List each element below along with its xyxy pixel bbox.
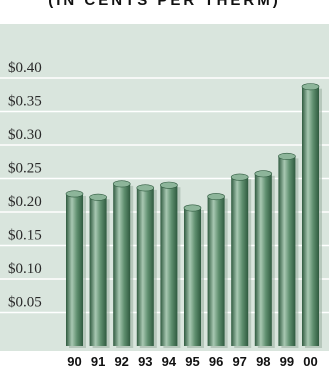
bar-top [160, 181, 178, 189]
bar-top [230, 173, 249, 181]
y-tick-label: $0.25 [8, 161, 42, 177]
x-tick-label: 96 [209, 354, 223, 369]
bar [136, 187, 154, 346]
x-tick-label: 97 [232, 354, 246, 369]
chart-title: (IN CENTS PER THERM) [48, 0, 281, 9]
bar-96 [207, 193, 228, 348]
bar-95 [183, 204, 204, 348]
bar-top [112, 180, 131, 188]
y-tick-label: $0.05 [8, 295, 42, 311]
bar [231, 177, 249, 346]
bar-top [136, 184, 155, 192]
bar [302, 86, 319, 347]
bar-91 [89, 193, 110, 348]
bar-93 [136, 184, 157, 348]
bar [113, 183, 131, 346]
bar-top [207, 193, 225, 201]
bar [160, 185, 178, 346]
y-tick-label: $0.10 [8, 261, 42, 277]
x-tick-label: 90 [67, 354, 81, 369]
bar-00 [301, 83, 322, 349]
x-tick-label: 92 [114, 354, 128, 369]
y-tick-label: $0.40 [8, 60, 42, 76]
bar-top [183, 204, 202, 212]
x-tick-label: 93 [138, 354, 152, 369]
bar [89, 197, 107, 346]
bar-top [254, 170, 273, 178]
bar-94 [160, 181, 181, 348]
x-tick-label: 91 [91, 354, 105, 369]
bar [278, 156, 296, 346]
bar [207, 196, 225, 346]
x-tick-label: 99 [280, 354, 294, 369]
x-tick-label: 95 [185, 354, 199, 369]
bar [66, 193, 83, 346]
bar-top [301, 83, 320, 91]
bar-97 [230, 173, 252, 348]
bar-92 [112, 180, 134, 348]
bar-98 [254, 170, 275, 348]
bar [254, 173, 272, 346]
x-tick-label: 00 [303, 354, 317, 369]
bar-90 [65, 190, 86, 348]
bar-top [278, 152, 296, 160]
y-tick-label: $0.30 [8, 127, 42, 143]
x-tick-label: 94 [162, 354, 177, 369]
y-tick-label: $0.15 [8, 228, 42, 244]
x-tick-label: 98 [256, 354, 270, 369]
bar [184, 207, 201, 346]
y-tick-label: $0.20 [8, 194, 42, 210]
bar-top [89, 193, 107, 201]
bar-top [65, 190, 84, 198]
bar-99 [278, 152, 299, 348]
y-tick-label: $0.35 [8, 94, 42, 110]
